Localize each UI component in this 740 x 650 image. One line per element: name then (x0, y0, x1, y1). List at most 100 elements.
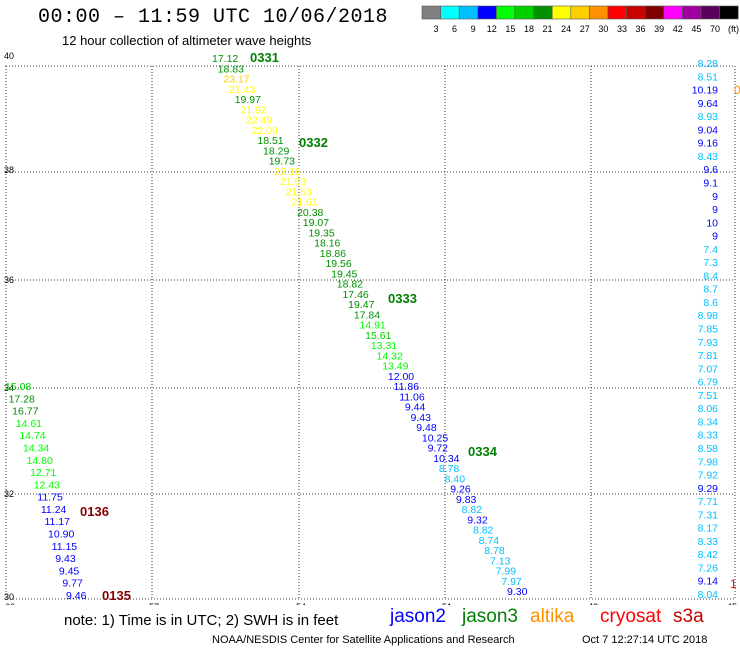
colorbar-label: (ft) (728, 24, 739, 34)
swh-value: 12.00 (388, 371, 414, 383)
swh-value: 8.7 (703, 284, 718, 296)
swh-value: 9.83 (456, 494, 477, 506)
swh-value: 9.32 (467, 514, 488, 526)
credit-timestamp: Oct 7 12:27:14 UTC 2018 (582, 634, 708, 646)
swh-value: 7.3 (703, 257, 718, 269)
legend-jason2: jason2 (390, 606, 446, 627)
swh-value: 18.82 (337, 279, 363, 291)
edge-mark: 1 (730, 577, 737, 591)
colorbar-label: 21 (543, 24, 553, 34)
swh-value: 10.90 (48, 529, 74, 541)
pass-time-label: 0332 (299, 135, 328, 150)
longitude-label: -45 (724, 602, 737, 605)
edge-mark: 0 (734, 83, 740, 97)
swh-value: 9.14 (698, 576, 719, 588)
footer-note: note: 1) Time is in UTC; 2) SWH is in fe… (64, 612, 339, 629)
chart-subtitle: 12 hour collection of altimeter wave hei… (62, 33, 312, 48)
swh-value: 7.99 (496, 566, 517, 578)
colorbar-label: 36 (636, 24, 646, 34)
colorbar-label: 12 (487, 24, 497, 34)
pass-time-label: 0135 (102, 588, 131, 603)
swh-value: 18.16 (314, 238, 340, 250)
colorbar-label: 30 (598, 24, 608, 34)
swh-value: 8.42 (698, 549, 719, 561)
swh-value: 7.98 (698, 456, 719, 468)
swh-value: 7.51 (698, 390, 719, 402)
swh-value: 14.74 (19, 430, 45, 442)
altimeter-map: 40 38 36 34 32 30-60 -57 -54 -51 -48 -45 17.1218.83… (2, 50, 740, 605)
swh-value: 12.71 (30, 467, 56, 479)
colorbar-label: 70 (710, 24, 720, 34)
swh-value: 13.31 (371, 340, 397, 352)
pass-time-label: 0136 (80, 504, 109, 519)
swh-value: 22.09 (252, 125, 278, 137)
longitude-label: -48 (585, 602, 598, 605)
colorbar-label: 9 (471, 24, 476, 34)
swh-value: 8.6 (703, 297, 718, 309)
swh-value: 9.48 (416, 422, 437, 434)
swh-value: 9.30 (507, 586, 528, 598)
legend-s3a: s3a (673, 606, 704, 627)
swh-value: 7.85 (698, 324, 719, 336)
legend-altika: altika (530, 606, 575, 627)
legend-jason3: jason3 (462, 606, 518, 627)
swh-value: 9.43 (411, 412, 432, 424)
colorbar-label: 33 (617, 24, 627, 34)
swh-value: 17.84 (354, 309, 380, 321)
longitude-label: -60 (2, 602, 15, 605)
swh-value: 22.16 (274, 166, 300, 178)
legend-cryosat: cryosat (600, 606, 662, 627)
swh-value: 7.4 (703, 244, 718, 256)
swh-value: 10.19 (692, 85, 718, 97)
swh-value: 11.86 (394, 381, 420, 393)
swh-value: 8.74 (479, 535, 500, 547)
swh-value: 19.45 (331, 268, 357, 280)
map-frame (5, 65, 736, 600)
swh-value: 18.29 (263, 145, 289, 157)
swh-value: 9.1 (703, 177, 718, 189)
swh-value: 9.64 (698, 98, 719, 110)
swh-value: 17.28 (9, 393, 35, 405)
swh-value: 7.71 (698, 496, 719, 508)
swh-value: 10 (706, 217, 718, 229)
latitude-label: 36 (4, 275, 14, 285)
colorbar-label: 45 (691, 24, 701, 34)
latitude-label: 30 (4, 592, 14, 602)
swh-value: 8.98 (698, 310, 719, 322)
color-scale-bar: 3 6 9 12 15 18 21 24 27 30 33 36 39 42 45 70 (ft) (421, 5, 739, 34)
colorbar-label: 15 (505, 24, 515, 34)
swh-value: 7.92 (698, 470, 719, 482)
longitude-label: -57 (146, 602, 159, 605)
latitude-label: 32 (4, 489, 14, 499)
swh-value: 12.43 (34, 479, 60, 491)
swh-value: 10.25 (422, 432, 448, 444)
swh-value: 7.93 (698, 337, 719, 349)
swh-value: 9.6 (703, 164, 718, 176)
latitude-label: 34 (4, 383, 14, 393)
swh-value: 7.97 (501, 576, 522, 588)
swh-value: 17.12 (212, 53, 238, 65)
swh-value: 9.43 (55, 553, 76, 565)
swh-value: 9.16 (698, 138, 719, 150)
swh-value: 8.06 (698, 403, 719, 415)
swh-value: 8.78 (439, 463, 460, 475)
swh-value: 21.61 (291, 197, 317, 209)
swh-value: 7.26 (698, 562, 719, 574)
swh-value: 8.17 (698, 523, 719, 535)
swh-value: 15.08 (5, 381, 31, 393)
swh-value: 6.79 (698, 377, 719, 389)
chart-title: 00:00 – 11:59 UTC 10/06/2018 (38, 6, 389, 29)
swh-value: 7.31 (698, 509, 719, 521)
swh-value: 19.97 (235, 94, 261, 106)
swh-value: 9.44 (405, 402, 426, 414)
swh-value: 9.45 (59, 565, 80, 577)
swh-value: 9 (712, 191, 718, 203)
swh-value: 8.43 (698, 151, 719, 163)
colorbar-label: 18 (524, 24, 534, 34)
swh-value: 7.81 (698, 350, 719, 362)
swh-value: 9.46 (66, 590, 87, 602)
swh-value: 13.49 (382, 361, 408, 373)
swh-value: 8.33 (698, 430, 719, 442)
swh-value: 8.40 (445, 473, 466, 485)
swh-value: 19.35 (308, 227, 334, 239)
